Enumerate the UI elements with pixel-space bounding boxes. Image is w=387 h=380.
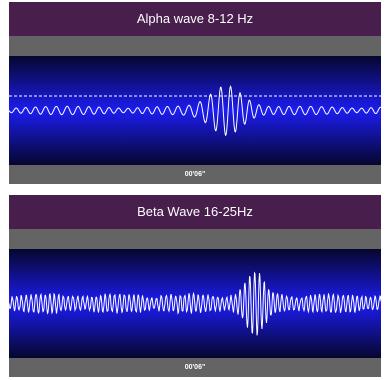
alpha-time-label: 00'06" bbox=[184, 171, 206, 178]
alpha-wave-title: Alpha wave 8-12 Hz bbox=[9, 2, 381, 36]
alpha-top-band bbox=[9, 36, 381, 56]
beta-wave-graph bbox=[9, 249, 381, 358]
alpha-wave-graph bbox=[9, 56, 381, 165]
beta-top-band bbox=[9, 229, 381, 249]
beta-wave-display bbox=[9, 249, 381, 358]
alpha-wave-trace bbox=[9, 84, 381, 137]
alpha-wave-display bbox=[9, 56, 381, 165]
beta-wave-trace bbox=[9, 271, 381, 336]
beta-wave-panel: Beta Wave 16-25Hz 00'06" bbox=[9, 195, 381, 377]
alpha-wave-panel: Alpha wave 8-12 Hz 00'06" bbox=[9, 2, 381, 184]
beta-wave-title: Beta Wave 16-25Hz bbox=[9, 195, 381, 229]
beta-time-label: 00'06" bbox=[184, 364, 206, 371]
alpha-time-bar: 00'06" bbox=[9, 165, 381, 184]
beta-time-bar: 00'06" bbox=[9, 358, 381, 377]
